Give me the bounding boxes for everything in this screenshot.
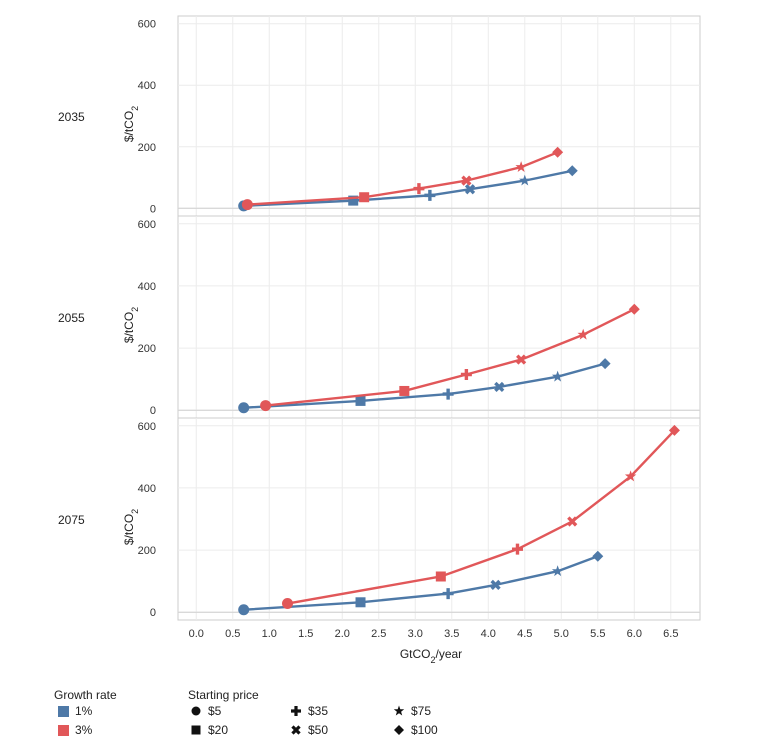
point-square bbox=[399, 385, 410, 396]
point-square bbox=[359, 192, 370, 203]
series-3pct bbox=[282, 424, 680, 610]
point-star bbox=[624, 470, 637, 482]
y-tick-label: 200 bbox=[138, 545, 156, 557]
point-circle bbox=[238, 402, 250, 414]
series-1pct bbox=[238, 550, 604, 616]
y-tick-label: 600 bbox=[138, 19, 156, 31]
panel-2035: 0 200 400 600 $/tCO2 2035 bbox=[58, 15, 701, 217]
y-tick-label: 400 bbox=[138, 281, 156, 293]
x-axis-label: GtCO2/year bbox=[400, 647, 462, 665]
point-diamond bbox=[599, 358, 611, 370]
x-tick-label: 3.0 bbox=[408, 628, 423, 640]
point-square bbox=[348, 195, 359, 206]
y-tick-label: 0 bbox=[150, 203, 156, 215]
point-square bbox=[435, 571, 446, 582]
y-tick-label: 200 bbox=[138, 142, 156, 154]
panel-frame bbox=[177, 417, 701, 621]
series-line bbox=[247, 151, 559, 206]
point-star bbox=[577, 328, 589, 340]
point-plus bbox=[442, 588, 454, 600]
panel-2075: 0 200 400 600 $/tCO2 2075 bbox=[58, 417, 701, 621]
point-star bbox=[515, 161, 527, 172]
x-tick-label: 5.0 bbox=[554, 628, 569, 640]
point-x bbox=[490, 579, 501, 590]
y-tick-label: 400 bbox=[138, 80, 156, 92]
x-tick-label: 2.5 bbox=[371, 628, 386, 640]
point-square bbox=[355, 395, 366, 406]
point-circle bbox=[282, 598, 294, 610]
point-x bbox=[494, 381, 505, 393]
series-line bbox=[243, 555, 599, 611]
x-tick-label: 6.5 bbox=[663, 628, 678, 640]
point-plus bbox=[413, 183, 425, 195]
x-tick-label: 4.0 bbox=[481, 628, 496, 640]
series-line bbox=[243, 169, 573, 208]
series-line bbox=[265, 308, 635, 407]
series-3pct bbox=[241, 146, 564, 211]
x-tick-label: 6.0 bbox=[627, 628, 642, 640]
x-tick-label: 2.0 bbox=[335, 628, 350, 640]
y-tick-label: 600 bbox=[138, 219, 156, 231]
panel-frame bbox=[177, 215, 701, 419]
y-tick-label: 200 bbox=[138, 343, 156, 355]
point-diamond bbox=[668, 424, 680, 436]
point-diamond bbox=[566, 165, 578, 177]
y-axis-label: $/tCO2 bbox=[122, 307, 140, 343]
point-x bbox=[516, 354, 527, 365]
point-x bbox=[461, 175, 472, 186]
point-plus bbox=[460, 368, 472, 380]
point-x bbox=[567, 516, 578, 527]
facet-label-2055: 2055 bbox=[58, 311, 85, 325]
x-tick-label: 4.5 bbox=[517, 628, 532, 640]
x-tick-label: 5.5 bbox=[590, 628, 605, 640]
facet-label-2035: 2035 bbox=[58, 110, 85, 124]
series-1pct bbox=[238, 358, 611, 414]
point-star bbox=[551, 370, 564, 382]
point-diamond bbox=[628, 303, 640, 315]
x-tick-label: 1.5 bbox=[298, 628, 313, 640]
point-diamond bbox=[592, 550, 604, 562]
point-star bbox=[519, 174, 531, 186]
y-tick-label: 400 bbox=[138, 483, 156, 495]
y-tick-label: 0 bbox=[150, 405, 156, 417]
y-axis-label: $/tCO2 bbox=[122, 509, 140, 545]
panel-2055: 0 200 400 600 $/tCO2 2055 bbox=[58, 215, 701, 419]
point-plus bbox=[442, 388, 454, 400]
point-circle bbox=[238, 604, 250, 616]
point-plus bbox=[511, 543, 523, 555]
y-tick-label: 600 bbox=[138, 421, 156, 433]
point-diamond bbox=[552, 146, 564, 158]
point-star bbox=[551, 565, 564, 577]
series-line bbox=[243, 362, 606, 409]
panel-frame bbox=[177, 15, 701, 217]
x-tick-label: 0.5 bbox=[225, 628, 240, 640]
point-circle bbox=[260, 400, 272, 412]
x-tick-label: 0.0 bbox=[189, 628, 204, 640]
x-tick-label: 1.0 bbox=[262, 628, 277, 640]
facet-label-2075: 2075 bbox=[58, 513, 85, 527]
point-circle bbox=[241, 199, 253, 211]
series-line bbox=[287, 429, 676, 605]
y-tick-label: 0 bbox=[150, 607, 156, 619]
y-axis-label: $/tCO2 bbox=[122, 106, 140, 142]
series-3pct bbox=[260, 303, 640, 412]
point-x bbox=[464, 184, 476, 195]
x-tick-label: 3.5 bbox=[444, 628, 459, 640]
point-square bbox=[355, 597, 366, 608]
point-plus bbox=[424, 189, 436, 201]
